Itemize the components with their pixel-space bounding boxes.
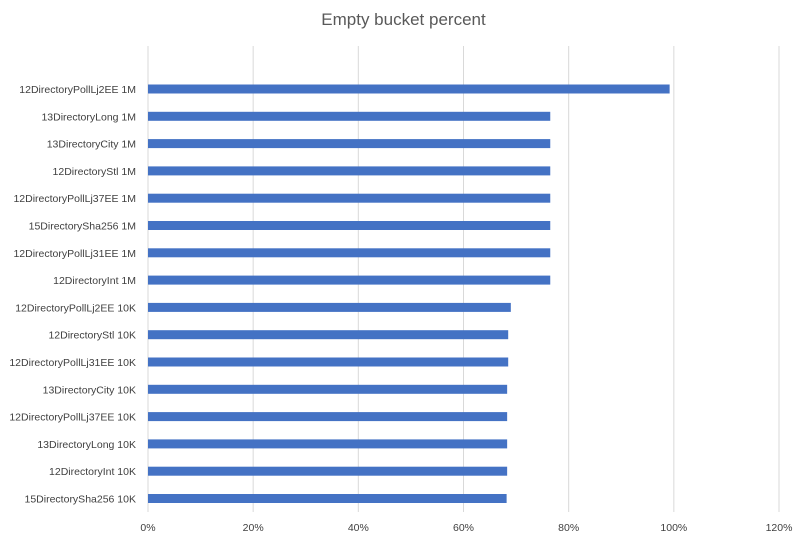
bar [148,84,670,94]
category-label: 12DirectoryPollLj31EE 1M [13,248,136,260]
category-label: 12DirectoryPollLj2EE 1M [19,84,136,96]
bar [148,439,508,449]
bar [148,466,508,476]
bar [148,248,551,258]
category-label: 12DirectoryInt 10K [49,466,136,478]
bar [148,384,508,394]
bar [148,166,551,176]
category-label: 12DirectoryPollLj37EE 1M [13,193,136,205]
category-label: 12DirectoryInt 1M [53,275,136,287]
x-tick-label: 120% [766,522,793,534]
category-label: 12DirectoryPollLj37EE 10K [9,412,136,424]
x-tick-label: 60% [453,522,474,534]
bar [148,111,551,121]
category-label: 13DirectoryCity 10K [43,384,136,396]
bar [148,193,551,203]
category-label: 13DirectoryLong 10K [37,439,136,451]
x-tick-label: 100% [660,522,687,534]
x-tick-label: 20% [243,522,264,534]
x-tick-label: 0% [140,522,155,534]
chart-title: Empty bucket percent [321,10,486,29]
bar [148,139,551,149]
bar [148,275,551,285]
bar [148,357,509,367]
bar [148,221,551,230]
category-label: 15DirectorySha256 10K [25,494,137,506]
category-label: 12DirectoryPollLj2EE 10K [15,302,136,314]
bar [148,330,509,340]
bar [148,494,507,503]
bar [148,412,508,422]
x-tick-label: 80% [558,522,579,534]
category-label: 12DirectoryStl 10K [48,330,136,342]
category-label: 13DirectoryCity 1M [47,139,136,151]
category-label: 12DirectoryPollLj31EE 10K [9,357,136,369]
category-label: 15DirectorySha256 1M [29,221,136,233]
category-label: 13DirectoryLong 1M [41,111,136,123]
x-tick-label: 40% [348,522,369,534]
bar [148,302,511,312]
category-label: 12DirectoryStl 1M [53,166,136,178]
